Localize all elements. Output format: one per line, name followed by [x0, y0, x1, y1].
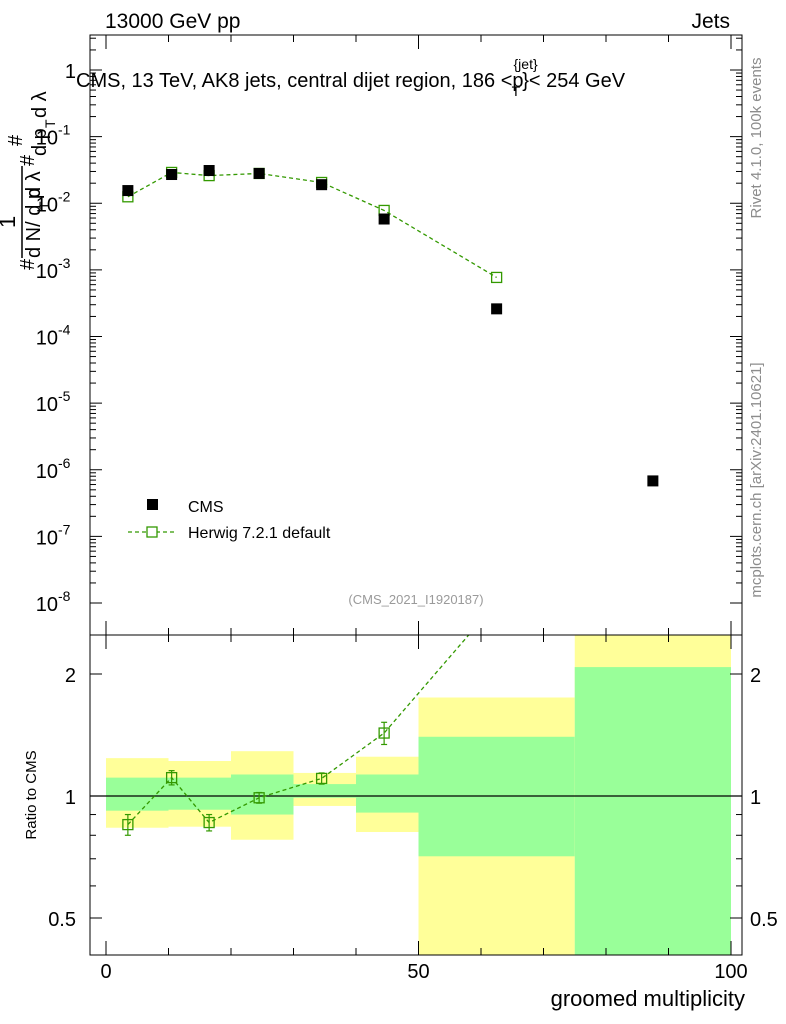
- legend-marker-cms: [147, 499, 158, 510]
- ratio-panel: 0.5 0.5 1 1 2 2 0 50 100: [48, 634, 778, 983]
- cms-data-point: [253, 167, 265, 179]
- cms-data-point: [647, 475, 659, 487]
- cms-data-point: [378, 213, 390, 225]
- plot-title-end: }< 254 GeV: [522, 70, 626, 92]
- x-tick-label: 50: [407, 961, 429, 983]
- plot-title-sub: T: [512, 83, 521, 99]
- main-panel: 10 -810 -710 -610 -510 -410 -310 -210 -11: [36, 34, 743, 636]
- main-y-tick-label: 10: [36, 527, 58, 549]
- ratio-uncertainty-bands: [106, 635, 731, 955]
- main-y-ticks: 10 -810 -710 -610 -510 -410 -310 -210 -11: [36, 37, 742, 616]
- cms-data-point: [203, 165, 215, 177]
- header-left-label: 13000 GeV pp: [105, 10, 240, 33]
- ratio-band-green: [168, 777, 231, 810]
- y-label-part-9: d λ: [29, 91, 51, 118]
- ratio-frame: [89, 634, 743, 956]
- ratio-y-tick-label: 1: [65, 787, 76, 809]
- ratio-y-tick-label-right: 2: [750, 665, 761, 687]
- main-y-tick-exponent: -4: [58, 322, 71, 338]
- main-y-tick-exponent: -7: [58, 521, 71, 537]
- main-y-tick-exponent: -2: [58, 188, 71, 204]
- y-label-part-3: T: [36, 201, 52, 210]
- y-label-part-4: d λ: [23, 171, 45, 198]
- y-label-part-2: d N/ d p: [23, 188, 45, 258]
- x-tick-label: 100: [714, 961, 747, 983]
- main-frame: [89, 34, 743, 636]
- main-y-tick-exponent: -8: [58, 588, 71, 604]
- main-series: [122, 165, 659, 487]
- ratio-herwig-point: [203, 816, 215, 829]
- main-y-tick-label: 10: [36, 394, 58, 416]
- plot-title-sup: {jet}: [514, 56, 538, 72]
- y-label-part-10: #: [5, 134, 27, 146]
- y-label-part-7: d p: [29, 128, 51, 156]
- ratio-herwig-point: [253, 792, 265, 804]
- ratio-y-tick-label: 2: [65, 665, 76, 687]
- ratio-series: [122, 635, 470, 836]
- analysis-tag: (CMS_2021_I1920187): [348, 592, 483, 607]
- ratio-band-green: [231, 774, 294, 815]
- cms-data-point: [166, 169, 178, 181]
- legend: CMS Herwig 7.2.1 default: [128, 499, 331, 542]
- main-y-tick-label: 10: [36, 594, 58, 616]
- y-label-part-5: 1: [0, 216, 20, 228]
- main-y-tick-label: 10: [36, 194, 58, 216]
- legend-marker-herwig: [146, 526, 158, 538]
- side-text-mcplots: mcplots.cern.ch [arXiv:2401.10621]: [748, 362, 765, 597]
- main-x-ticks: [105, 35, 732, 635]
- x-axis-label: groomed multiplicity: [551, 986, 745, 1011]
- main-y-axis-label: # d N/ d p T d λ 1 # d p T d λ # d 2 N: [0, 91, 58, 270]
- ratio-band-green: [293, 784, 356, 798]
- main-y-tick-exponent: -5: [58, 388, 71, 404]
- header-right-label: Jets: [691, 10, 730, 33]
- herwig-point: [490, 271, 503, 284]
- ratio-series-clipped: [122, 635, 470, 836]
- cms-data-point: [491, 303, 503, 315]
- main-y-tick-label: 1: [65, 61, 76, 83]
- main-y-tick-label: 10: [36, 461, 58, 483]
- ratio-band-green: [574, 667, 731, 955]
- x-tick-label: 0: [100, 961, 111, 983]
- ratio-herwig-point: [315, 772, 328, 785]
- ratio-ticks: 0.5 0.5 1 1 2 2 0 50 100: [48, 635, 778, 983]
- side-text-rivet: Rivet 4.1.0, 100k events: [748, 58, 765, 219]
- ratio-herwig-point: [378, 727, 390, 739]
- main-y-tick-label: 10: [36, 261, 58, 283]
- cms-data-point: [316, 179, 328, 191]
- ratio-band-green: [356, 774, 419, 813]
- ratio-y-tick-label-right: 1: [750, 787, 761, 809]
- legend-label-cms: CMS: [188, 499, 224, 516]
- y-label-part-8: T: [42, 119, 58, 128]
- main-y-tick-label: 10: [36, 128, 58, 150]
- ratio-y-tick-label: 0.5: [48, 909, 76, 931]
- ratio-herwig-point: [122, 818, 134, 831]
- plot-title-main: CMS, 13 TeV, AK8 jets, central dijet reg…: [76, 70, 524, 92]
- ratio-herwig-point: [165, 771, 178, 784]
- legend-label-herwig: Herwig 7.2.1 default: [188, 525, 331, 542]
- herwig-line: [127, 171, 497, 278]
- cms-data-point: [122, 185, 134, 197]
- main-y-tick-exponent: -1: [58, 122, 71, 138]
- main-y-tick-label: 10: [36, 328, 58, 350]
- main-y-tick-exponent: -6: [58, 455, 71, 471]
- plot-title: CMS, 13 TeV, AK8 jets, central dijet reg…: [76, 56, 626, 99]
- ratio-y-tick-label-right: 0.5: [750, 909, 778, 931]
- ratio-band-green: [106, 777, 169, 811]
- main-y-tick-exponent: -3: [58, 255, 71, 271]
- ratio-y-axis-label: Ratio to CMS: [23, 750, 40, 839]
- y-label-part-1: #: [17, 258, 39, 270]
- y-label-part-6: #: [17, 154, 39, 166]
